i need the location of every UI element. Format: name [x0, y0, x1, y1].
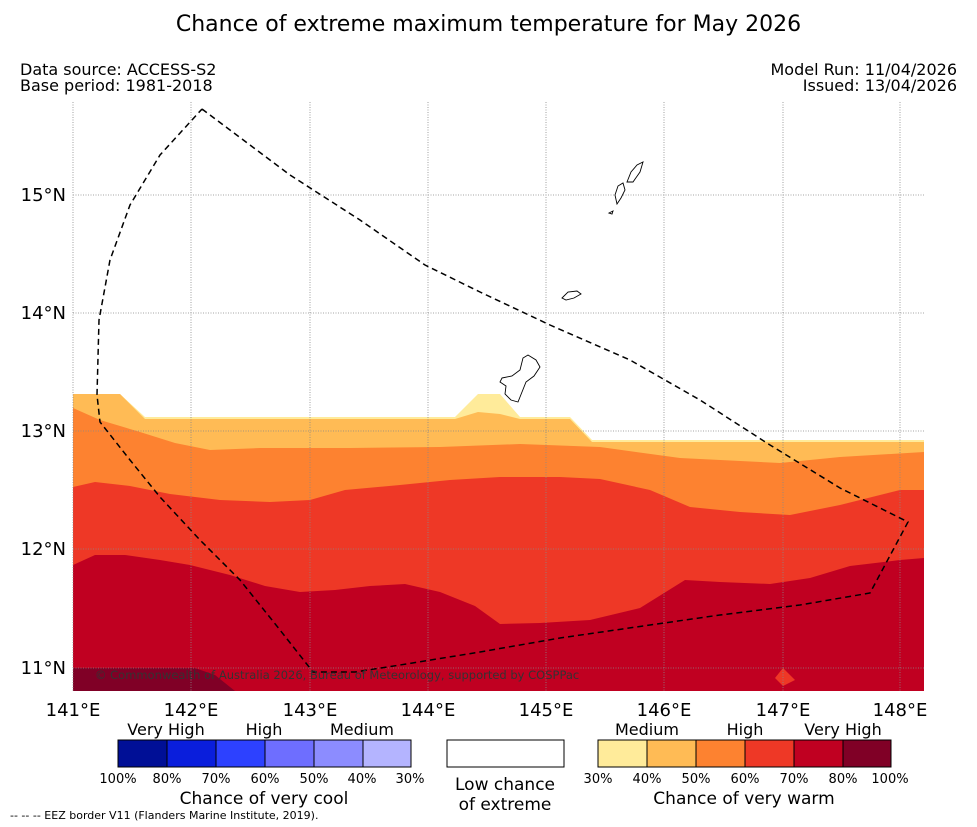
legend-warm: Medium High Very High 30% 40% 50% 60% 70… — [584, 720, 909, 809]
legend-warm-tick: 100% — [871, 772, 908, 787]
legend-cool-tick: 80% — [153, 772, 182, 787]
legend-cool-swatch — [265, 740, 314, 767]
warm-60-70-patch — [775, 668, 795, 686]
legend-cool-tick: 70% — [202, 772, 231, 787]
island-aguijan — [607, 210, 614, 215]
legend-cool-swatch — [216, 740, 265, 767]
map-plot-area — [73, 102, 924, 691]
legend-cool-tick: 50% — [300, 772, 329, 787]
warm-80-100-region — [73, 668, 235, 691]
gridlines — [72, 102, 924, 691]
legend-warm-swatch — [647, 740, 696, 767]
legend-cool-tick: 60% — [251, 772, 280, 787]
legend-cool-swatch — [314, 740, 363, 767]
warm-70-80-region — [73, 555, 924, 691]
legend-warm-tick: 60% — [731, 772, 760, 787]
legend-cool-category: Medium — [330, 720, 394, 739]
meta-right: Model Run: 11/04/2026 Issued: 13/04/2026 — [771, 62, 958, 94]
island-tinian — [614, 182, 626, 206]
issued-date: Issued: 13/04/2026 — [802, 76, 957, 95]
page-title: Chance of extreme maximum temperature fo… — [175, 12, 802, 37]
copyright-text: © Commonwealth of Australia 2026, Bureau… — [95, 668, 579, 682]
legend-cool-tick: 30% — [396, 772, 425, 787]
lon-label: 147°E — [756, 700, 811, 721]
lon-label: 144°E — [401, 700, 456, 721]
legend-cool-tick: 40% — [348, 772, 377, 787]
legend-cool-category: Very High — [127, 720, 204, 739]
legend-cool-swatch — [363, 740, 411, 767]
legend-cool-swatch — [167, 740, 216, 767]
legend-warm-tick: 30% — [584, 772, 613, 787]
lat-label: 15°N — [21, 185, 66, 206]
legend-warm-swatch — [745, 740, 794, 767]
legend-warm-swatch — [843, 740, 891, 767]
meta-left: Data source: ACCESS-S2 Base period: 1981… — [20, 62, 216, 94]
model-run: Model Run: 11/04/2026 — [770, 60, 958, 79]
eez-border — [96, 108, 910, 673]
lon-label: 145°E — [519, 700, 574, 721]
legend-warm-category: High — [727, 720, 764, 739]
islands — [499, 161, 644, 403]
legend-warm-swatch — [598, 740, 647, 767]
lon-labels: 141°E 142°E 143°E 144°E 145°E 146°E 147°… — [46, 700, 928, 721]
legend-cool-dividers — [166, 740, 364, 767]
legend-warm-dividers — [646, 740, 844, 767]
footnote: -- -- -- EEZ border V11 (Flanders Marine… — [10, 809, 319, 822]
legend-warm-tick: 40% — [633, 772, 662, 787]
legend-low: Low chance of extreme — [446, 739, 565, 815]
lat-label: 14°N — [21, 303, 66, 324]
legend-warm-title: Chance of very warm — [653, 789, 834, 809]
legend-cool-swatch — [118, 740, 167, 767]
legend-cool-tick: 100% — [99, 772, 136, 787]
lat-label: 13°N — [21, 421, 66, 442]
lon-label: 142°E — [164, 700, 219, 721]
legend-warm-category: Medium — [615, 720, 679, 739]
lat-label: 12°N — [21, 539, 66, 560]
legend-warm-swatch — [794, 740, 843, 767]
legend-cool-title: Chance of very cool — [180, 789, 349, 809]
legend-low-swatch — [446, 739, 565, 768]
lon-label: 141°E — [46, 700, 101, 721]
data-source: Data source: ACCESS-S2 — [20, 60, 217, 79]
lon-label: 148°E — [873, 700, 928, 721]
island-saipan — [626, 161, 644, 183]
legend-cool: Very High High Medium 100% 80% 70% 60% 5… — [99, 720, 424, 809]
legend-warm-swatch — [696, 740, 745, 767]
island-guam — [499, 354, 541, 403]
legend-cool-category: High — [246, 720, 283, 739]
legend-low-line1: Low chance — [455, 775, 555, 795]
lon-label: 143°E — [283, 700, 338, 721]
lat-labels: 15°N 14°N 13°N 12°N 11°N — [21, 185, 66, 679]
legend-warm-category: Very High — [804, 720, 881, 739]
legend-warm-tick: 50% — [682, 772, 711, 787]
legend-warm-tick: 70% — [780, 772, 809, 787]
legend-warm-tick: 80% — [829, 772, 858, 787]
base-period: Base period: 1981-2018 — [20, 76, 213, 95]
lon-label: 146°E — [637, 700, 692, 721]
legend-low-line2: of extreme — [459, 795, 552, 815]
island-rota — [561, 290, 582, 301]
lat-label: 11°N — [21, 658, 66, 679]
